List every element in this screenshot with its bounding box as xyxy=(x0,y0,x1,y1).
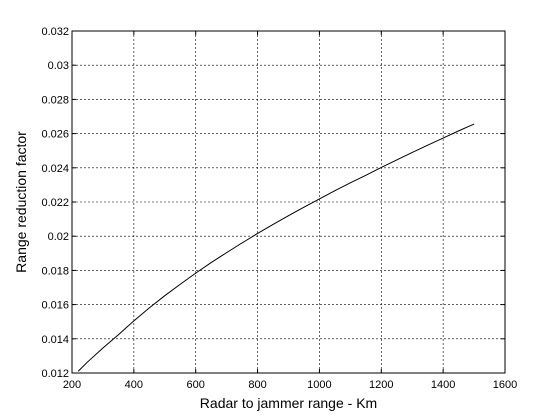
x-tick-label: 400 xyxy=(125,379,143,391)
y-tick-label: 0.024 xyxy=(41,163,69,175)
x-tick-label: 200 xyxy=(63,379,81,391)
x-tick-label: 600 xyxy=(187,379,205,391)
y-tick-label: 0.014 xyxy=(41,334,69,346)
y-tick-label: 0.02 xyxy=(48,231,69,243)
x-tick-label: 1400 xyxy=(431,379,455,391)
y-tick-label: 0.022 xyxy=(41,197,69,209)
x-tick-label: 800 xyxy=(248,379,266,391)
y-tick-label: 0.012 xyxy=(41,368,69,380)
x-axis-label: Radar to jammer range - Km xyxy=(200,395,377,411)
y-tick-label: 0.03 xyxy=(48,60,69,72)
y-tick-label: 0.032 xyxy=(41,26,69,38)
x-tick-label: 1600 xyxy=(493,379,517,391)
y-tick-label: 0.018 xyxy=(41,265,69,277)
x-tick-label: 1200 xyxy=(369,379,393,391)
y-tick-label: 0.016 xyxy=(41,300,69,312)
y-axis-label: Range reduction factor xyxy=(13,131,29,273)
y-tick-label: 0.028 xyxy=(41,94,69,106)
y-tick-label: 0.026 xyxy=(41,129,69,141)
x-tick-label: 1000 xyxy=(307,379,331,391)
